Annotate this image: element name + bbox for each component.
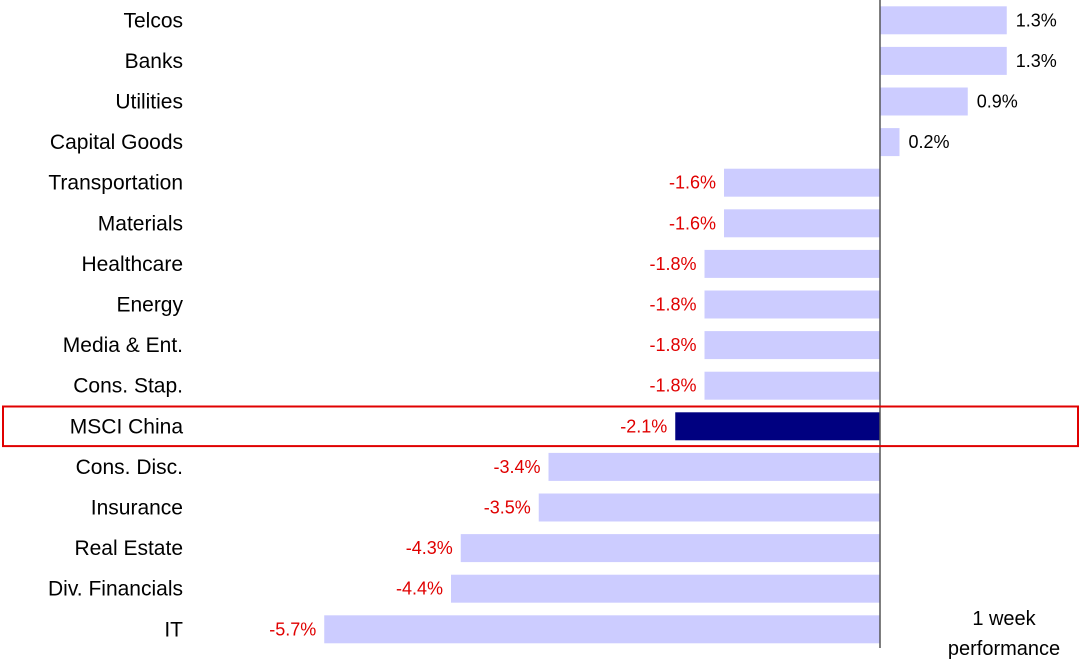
category-label-transportation: Transportation — [48, 172, 183, 195]
bar-banks — [880, 46, 1007, 75]
category-label-media-ent: Media & Ent. — [63, 334, 183, 357]
bar-cons-disc — [548, 452, 880, 481]
bar-media-ent — [704, 331, 880, 360]
bar-energy — [704, 290, 880, 319]
bar-transportation — [724, 168, 880, 197]
bar-div-financials — [451, 574, 880, 603]
msci-china-highlight-box — [2, 405, 1079, 448]
data-label-banks: 1.3% — [1016, 51, 1057, 71]
category-label-banks: Banks — [125, 50, 183, 73]
bars-layer — [324, 6, 1007, 644]
note-line-2: performance — [948, 638, 1060, 660]
data-label-cons-disc: -3.4% — [493, 457, 540, 477]
data-label-real-estate: -4.3% — [406, 538, 453, 558]
category-label-energy: Energy — [116, 294, 183, 317]
labels-layer: Telcos 1.3% Banks 1.3% Utilities 0.9% Capital … — [48, 9, 1057, 641]
bar-healthcare — [704, 249, 880, 278]
category-label-div-financials: Div. Financials — [48, 578, 183, 601]
data-label-telcos: 1.3% — [1016, 10, 1057, 30]
bar-it — [324, 615, 880, 644]
category-label-capital-goods: Capital Goods — [50, 131, 183, 154]
data-label-msci-china: -2.1% — [620, 416, 667, 436]
data-label-cons-stap: -1.8% — [649, 376, 696, 396]
data-label-utilities: 0.9% — [977, 92, 1018, 112]
category-label-telcos: Telcos — [123, 9, 183, 32]
category-label-real-estate: Real Estate — [74, 537, 183, 560]
note-line-1: 1 week — [972, 608, 1036, 630]
category-label-healthcare: Healthcare — [81, 253, 183, 276]
category-label-cons-disc: Cons. Disc. — [76, 456, 183, 479]
data-label-transportation: -1.6% — [669, 173, 716, 193]
data-label-materials: -1.6% — [669, 213, 716, 233]
category-label-utilities: Utilities — [115, 91, 183, 114]
data-label-it: -5.7% — [269, 619, 316, 639]
category-label-msci-china: MSCI China — [70, 415, 184, 438]
bar-capital-goods — [880, 128, 900, 157]
bar-utilities — [880, 87, 968, 116]
data-label-capital-goods: 0.2% — [909, 132, 950, 152]
category-label-insurance: Insurance — [91, 497, 183, 520]
data-label-energy: -1.8% — [649, 295, 696, 315]
bar-telcos — [880, 6, 1007, 35]
bar-real-estate — [460, 534, 880, 563]
bar-materials — [724, 209, 880, 238]
data-label-healthcare: -1.8% — [649, 254, 696, 274]
data-label-media-ent: -1.8% — [649, 335, 696, 355]
bar-msci-china — [675, 412, 880, 441]
category-label-materials: Materials — [98, 212, 183, 235]
data-label-insurance: -3.5% — [484, 498, 531, 518]
category-label-cons-stap: Cons. Stap. — [73, 375, 183, 398]
bar-cons-stap — [704, 371, 880, 400]
bar-insurance — [538, 493, 880, 522]
data-label-div-financials: -4.4% — [396, 579, 443, 599]
category-label-it: IT — [164, 618, 183, 641]
